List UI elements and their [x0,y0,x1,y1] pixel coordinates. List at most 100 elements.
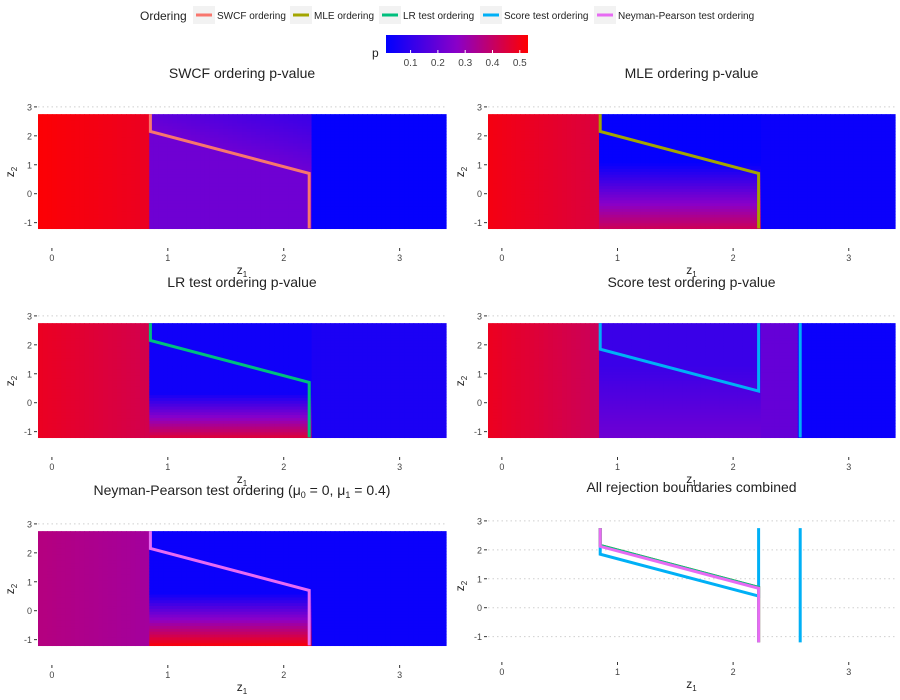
heatmap-cell [367,199,373,204]
heatmap-cell [61,216,67,221]
heatmap-cell [149,219,155,224]
heatmap-cell [534,125,540,130]
legend-item-label: MLE ordering [314,11,374,22]
heatmap-cell [599,136,605,141]
heatmap-cell [186,191,192,195]
heatmap-cell [395,119,401,124]
heatmap-cell [98,148,104,152]
heatmap-cell [302,119,308,124]
heatmap-cell [371,119,378,124]
heatmap-cell [330,142,336,147]
heatmap-cell [102,191,109,195]
heatmap-cell [575,128,582,132]
heatmap-cell [200,165,206,170]
heatmap-cell [344,114,350,118]
heatmap-cell [306,154,313,158]
heatmap-cell [47,168,53,172]
heatmap-cell [242,194,248,198]
heatmap-cell [126,202,132,207]
heatmap-cell [492,168,498,172]
heatmap-cell [172,208,178,212]
heatmap-cell [432,122,438,127]
heatmap-cell [571,159,577,164]
heatmap-cell [339,211,345,215]
heatmap-cell [302,136,308,141]
heatmap-cell [589,211,595,215]
heatmap-cell [251,142,257,147]
heatmap-cell [367,176,373,181]
heatmap-cell [283,162,289,167]
heatmap-cell [186,225,192,230]
heatmap-cell [228,216,234,221]
heatmap-cell [422,182,429,187]
heatmap-cell [631,159,637,164]
heatmap-cell [200,128,206,132]
heatmap-cell [325,122,331,127]
heatmap-cell [413,171,419,175]
heatmap-cell [255,136,262,141]
heatmap-cell [140,216,146,221]
heatmap-cell [311,119,317,124]
heatmap-cell [608,125,614,130]
heatmap-cell [362,205,368,210]
heatmap-cell [158,208,164,212]
heatmap-cell [367,116,373,121]
heatmap-cell [330,151,336,155]
heatmap-cell [228,116,234,121]
heatmap-cell [47,205,53,210]
heatmap-cell [367,211,373,215]
heatmap-cell [599,148,605,152]
heatmap-cell [149,165,155,170]
heatmap-cell [432,139,438,144]
heatmap-cell [181,171,187,175]
heatmap-cell [603,188,609,192]
heatmap-cell [488,165,494,170]
heatmap-cell [265,176,271,181]
heatmap-cell [242,179,248,184]
heatmap-cell [107,214,113,218]
heatmap-cell [102,225,109,230]
heatmap-cell [511,205,517,210]
heatmap-cell [511,131,517,135]
heatmap-cell [153,168,160,172]
heatmap-cell [626,208,632,212]
heatmap-cell [65,128,72,132]
heatmap-cell [501,191,508,195]
heatmap-cell [121,131,127,135]
heatmap-cell [126,139,132,144]
heatmap-cell [497,154,503,158]
heatmap-cell [353,136,359,141]
heatmap-cell [381,162,387,167]
heatmap-cell [191,211,197,215]
heatmap-cell [422,205,429,210]
heatmap-cell [376,119,382,124]
heatmap-cell [135,162,141,167]
heatmap-cell [135,194,141,198]
heatmap-cell [237,185,243,190]
heatmap-cell [367,179,373,184]
heatmap-cell [209,136,215,141]
heatmap-cell [575,136,582,141]
heatmap-cell [529,214,535,218]
heatmap-cell [488,145,494,150]
heatmap-cell [603,185,609,190]
heatmap-cell [274,191,280,195]
heatmap-cell [626,151,632,155]
heatmap-cell [158,174,164,178]
heatmap-cell [367,142,373,147]
heatmap-cell [631,202,637,207]
heatmap-cell [288,216,294,221]
heatmap-cell [636,136,642,141]
heatmap-cell [144,128,150,132]
heatmap-cell [427,225,433,230]
heatmap-cell [501,185,508,190]
heatmap-cell [195,171,201,175]
heatmap-cell [622,171,628,175]
heatmap-cell [302,225,308,230]
heatmap-cell [432,162,438,167]
heatmap-cell [302,116,308,121]
heatmap-cell [242,136,248,141]
heatmap-cell [311,188,317,192]
heatmap-cell [348,225,354,230]
heatmap-cell [367,205,373,210]
